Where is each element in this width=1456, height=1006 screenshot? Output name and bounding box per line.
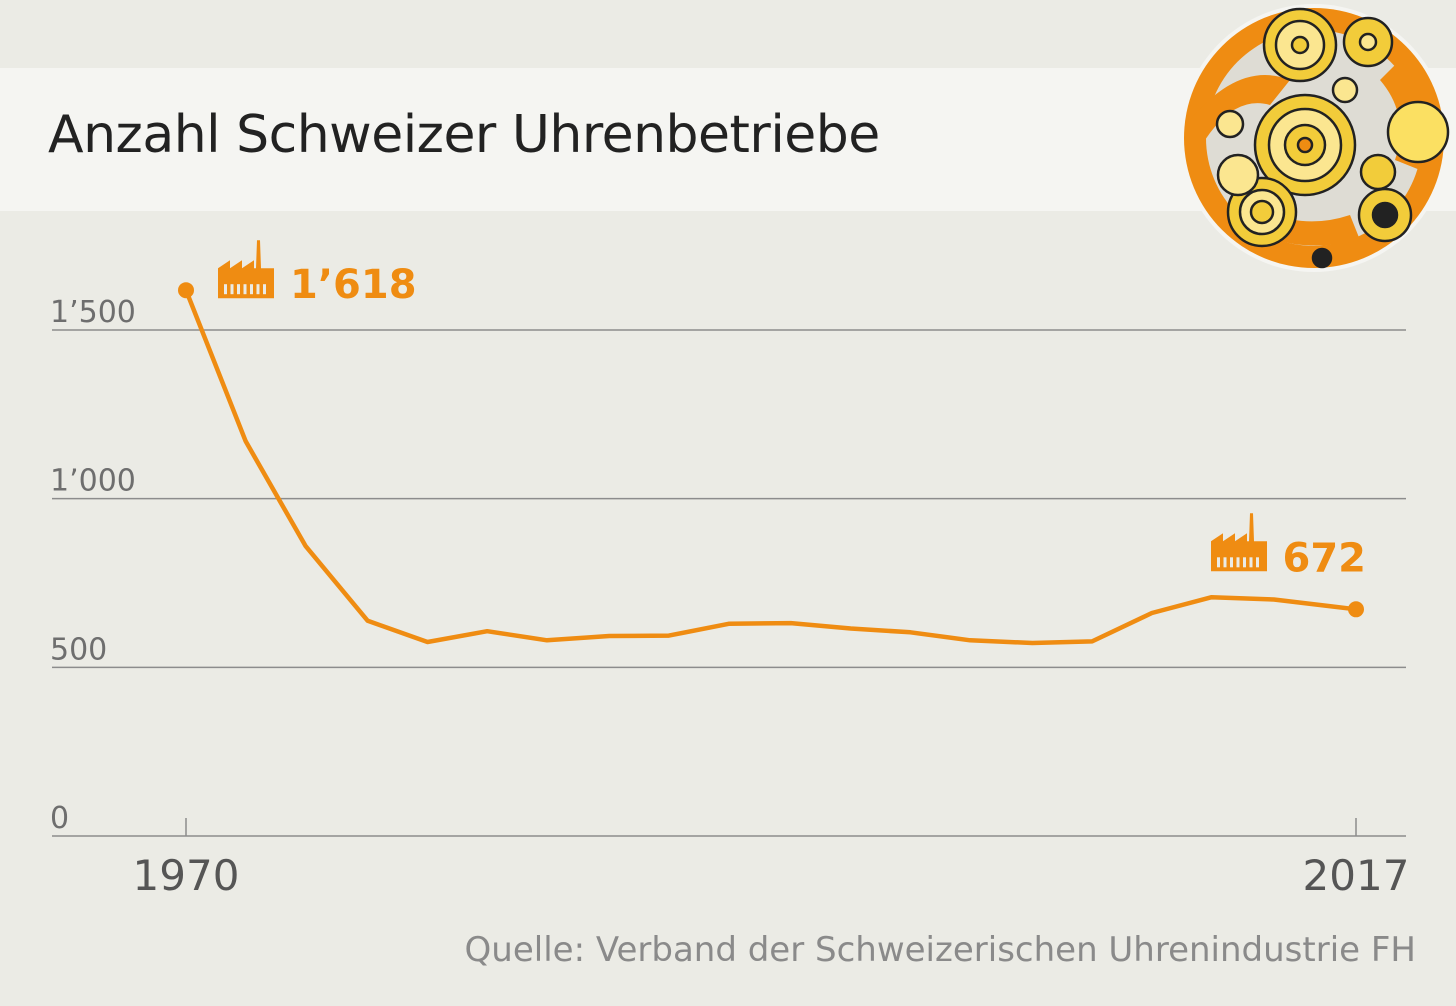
x-tick-label: 2017 bbox=[1303, 851, 1410, 900]
gridlines bbox=[52, 329, 1406, 837]
factory-window bbox=[1236, 557, 1240, 568]
factory-window bbox=[237, 284, 240, 295]
y-tick-label: 0 bbox=[50, 801, 69, 836]
factory-window bbox=[1249, 557, 1253, 568]
factory-window bbox=[230, 284, 234, 295]
factory-window bbox=[1223, 557, 1227, 568]
factory-window bbox=[263, 284, 266, 295]
watch-movement-gears-icon bbox=[1180, 4, 1450, 272]
annotation-label: 1’618 bbox=[290, 262, 417, 308]
y-tick-label: 1’500 bbox=[50, 295, 136, 330]
x-axis-ticks: 1970 2017 bbox=[133, 818, 1410, 900]
annotation-group: 672 bbox=[1211, 513, 1366, 581]
factory-window bbox=[243, 284, 247, 295]
annotation-label: 672 bbox=[1283, 535, 1367, 581]
x-tick-label: 1970 bbox=[133, 851, 240, 900]
series-layer bbox=[183, 287, 1359, 646]
factory-window bbox=[256, 284, 260, 295]
source-note: Quelle: Verband der Schweizerischen Uhre… bbox=[464, 930, 1416, 970]
factory-window bbox=[1243, 557, 1246, 568]
annotations: 1’618 672 bbox=[178, 240, 1366, 618]
factory-icon bbox=[218, 240, 274, 299]
factory-icon bbox=[1211, 513, 1267, 572]
factory-window bbox=[1217, 557, 1220, 568]
factory-window bbox=[224, 284, 227, 295]
y-tick-label: 500 bbox=[50, 632, 107, 667]
annotation-point bbox=[178, 282, 194, 299]
annotation-point bbox=[1348, 601, 1364, 618]
series-line bbox=[183, 287, 1359, 646]
y-tick-label: 1’000 bbox=[50, 464, 136, 499]
factory-window bbox=[250, 284, 253, 295]
annotation-group: 1’618 bbox=[218, 240, 417, 308]
chart-title: Anzahl Schweizer Uhrenbetriebe bbox=[48, 105, 880, 165]
factory-window bbox=[1256, 557, 1259, 568]
y-axis-ticks: 0 500 1’000 1’500 bbox=[50, 295, 136, 836]
factory-window bbox=[1230, 557, 1233, 568]
